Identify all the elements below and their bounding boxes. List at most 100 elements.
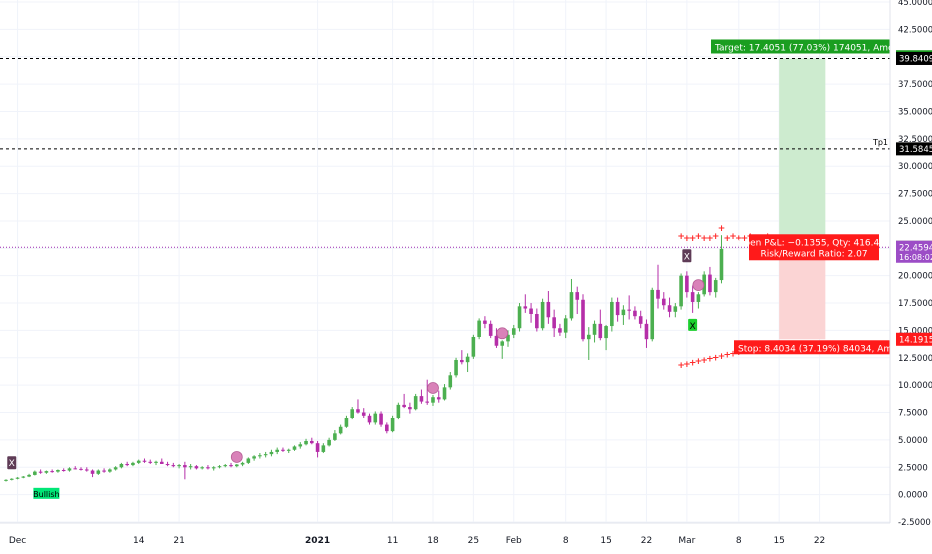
price-tick-label: 10.0000 [898,381,932,391]
candle-body [546,301,551,318]
plus-marker-below: + [689,359,697,369]
time-tick-label: Feb [506,536,522,546]
price-badge [896,240,932,263]
candle-body [281,449,285,451]
signal-circle [496,327,509,340]
plus-marker-above: + [683,234,691,244]
candle-body [471,336,476,357]
candle-body [690,292,695,302]
candle-body [194,466,199,469]
price-axis: 45.000042.500040.000037.500035.000032.50… [889,0,932,550]
candle-body [488,323,493,336]
time-tick-label: 25 [468,536,479,546]
candle-body [159,461,164,464]
candle-body [171,465,176,467]
candle-body [552,317,556,329]
time-tick-label: 21 [173,536,184,546]
candle-body [9,478,14,480]
candle-body [275,449,279,452]
candle-body [125,463,129,466]
rr-label-text: Risk/Reward Ratio: 2.07 [760,249,867,259]
candle-body [136,460,141,463]
candle-body [183,465,187,468]
candle-body [483,320,487,324]
plus-marker-above: + [689,234,697,244]
candle-body [321,445,326,452]
candle-body [96,470,101,474]
candle-body [252,456,256,459]
time-tick-label: 15 [773,536,784,546]
pnl-label-box [749,234,879,261]
candle-body [217,466,222,468]
candle-body [535,314,539,329]
bullish-label-text: Bullish [33,490,59,499]
candle-body [108,469,112,472]
candle-body [154,461,158,463]
price-tick-label: 20.0000 [898,272,932,282]
price-badge-subtext: 16:08:02 [899,253,932,262]
candle-body [223,465,228,467]
candle-body [598,323,603,339]
plus-marker-below: + [677,361,685,371]
candle-body [15,477,20,479]
time-tick-label: Dec [9,536,26,546]
candle-body [44,471,49,473]
candle-body [621,309,626,316]
candle-body [338,426,343,434]
plus-marker-below: + [683,360,691,370]
time-tick-label: 18 [427,536,439,546]
price-badge-text: 31.5845 [899,145,932,155]
time-tick-label: Mar [678,536,695,546]
candle-body [373,413,378,423]
candle-body [263,454,268,456]
candle-body [246,458,251,463]
candle-body [696,294,701,302]
candle-body [67,468,72,471]
candle-body [258,455,262,457]
candle-body [367,415,372,423]
price-badge-text: 22.4594 [899,243,932,253]
candle-body [494,335,499,346]
candle-body [379,413,383,425]
time-tick-label: 2021 [305,536,330,546]
time-tick-label: 8 [563,536,569,546]
time-axis: Dec 14 21 2021 11 18 25 Feb 8 15 22 Mar 8 15 22 [0,522,890,546]
candle-body [350,409,354,418]
price-tick-label: 30.0000 [898,162,932,172]
plus-marker-below: + [723,351,731,361]
candle-body [685,275,689,293]
price-tick-label: 45.0000 [898,0,932,8]
candle-body [56,470,60,472]
candle-body [650,289,655,340]
price-tick-label: 7.5000 [898,409,928,419]
profit-zone [779,58,826,248]
candle-body [592,323,597,335]
price-tick-label: 27.5000 [898,190,932,200]
price-tick-label: 2.5000 [898,463,928,473]
candle-body [84,469,89,471]
candle-body [361,412,366,416]
candle-body [4,479,8,481]
candle-body [200,467,204,469]
candle-body [425,401,430,403]
candle-body [61,470,66,471]
candle-body [240,462,245,465]
plus-marker-below: + [729,349,737,359]
x-label-text: X [684,252,690,262]
time-tick-label: 22 [641,536,652,546]
candle-body [581,299,585,340]
candle-body [673,306,678,312]
stop-label-text: Stop: 8.4034 (37.19%) 84034, Amount: 0 [738,344,925,354]
candle-body [460,359,464,363]
stop-label-box [734,340,890,355]
candle-body [333,433,337,440]
price-badge-text: 14.1915 [899,335,932,345]
price-tick-label: 12.5000 [898,354,932,364]
plus-marker-below: + [700,356,708,366]
x-label-text: X [9,459,15,469]
candle-body [661,298,666,306]
position-zones [779,58,826,340]
plus-marker-above: + [706,234,714,244]
